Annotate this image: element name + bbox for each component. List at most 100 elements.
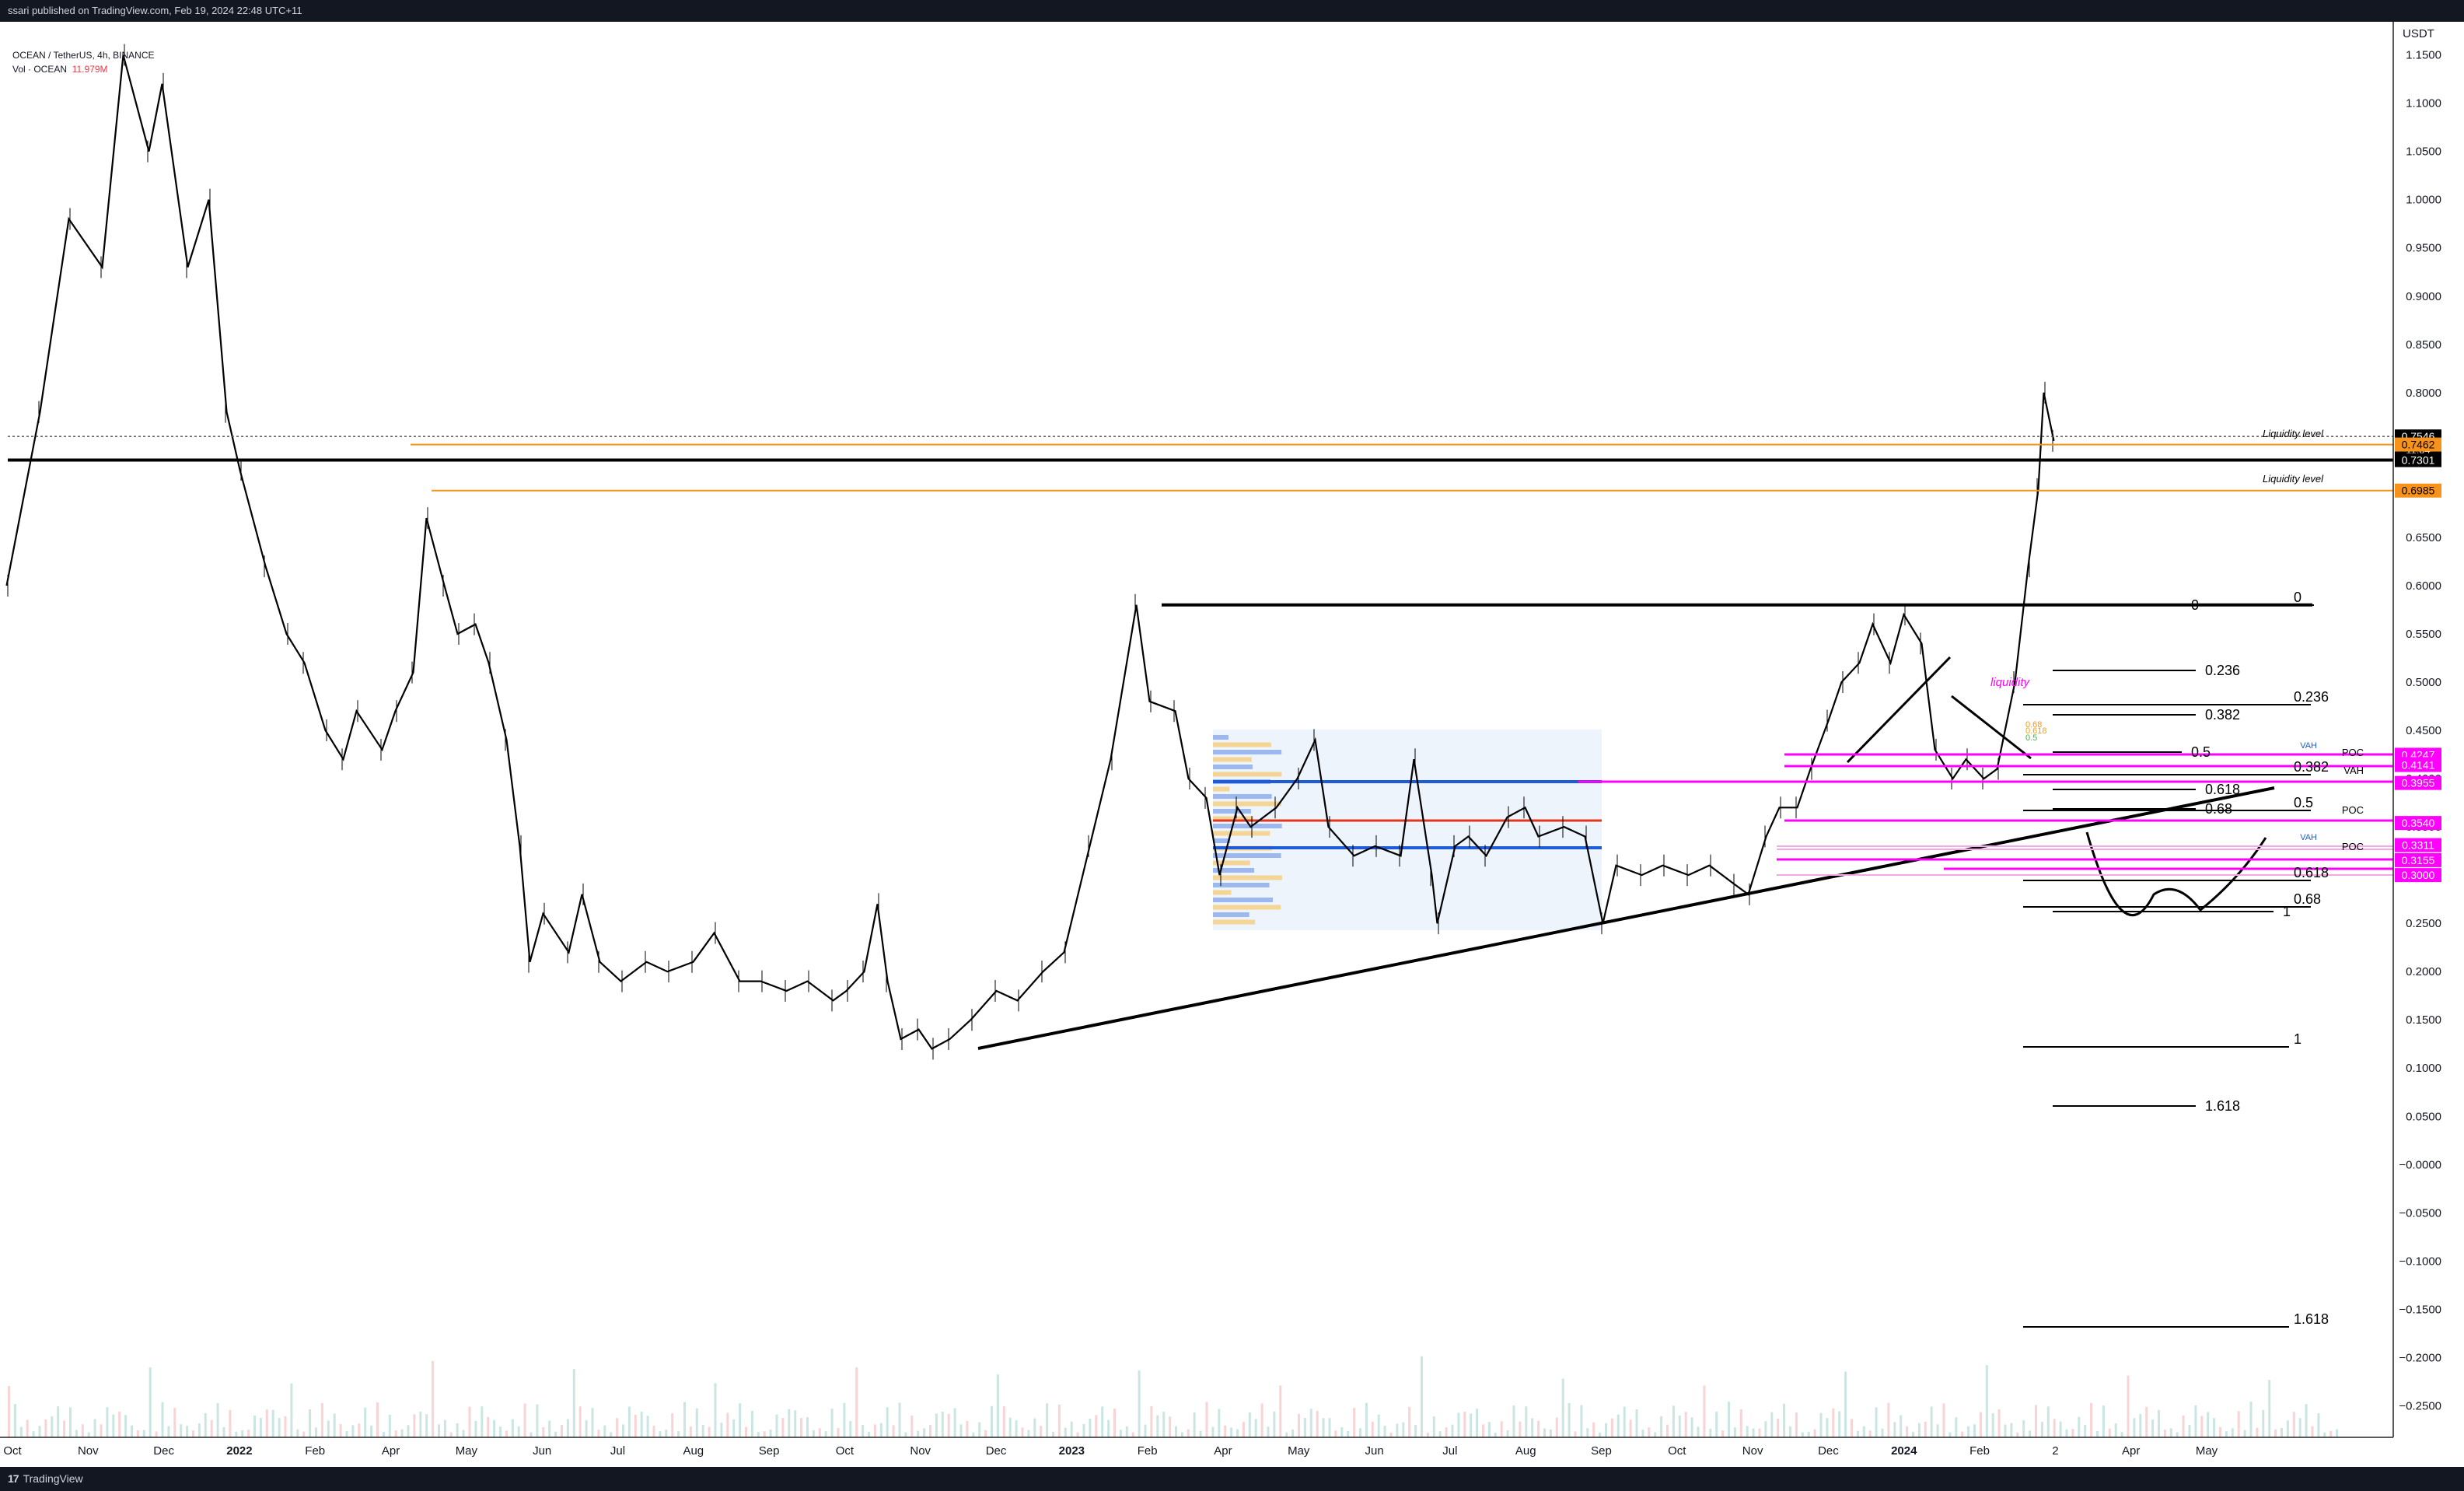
volume-bar [2281, 1427, 2283, 1437]
volume-bar [2035, 1405, 2037, 1437]
volume-bar [984, 1430, 987, 1437]
volume-bar [591, 1408, 594, 1437]
volume-bar [413, 1414, 416, 1437]
volume-bar [910, 1416, 914, 1437]
volume-bar [1746, 1426, 1749, 1437]
volume-bar [671, 1412, 674, 1437]
volume-bar [511, 1419, 514, 1437]
fib-label: 1.618 [2294, 1311, 2329, 1327]
volume-bar [309, 1409, 312, 1437]
volume-bar [81, 1424, 84, 1437]
volume-bar [1242, 1422, 1245, 1437]
price-marker [2395, 437, 2441, 452]
volume-bar [1169, 1416, 1172, 1437]
y-tick-label: 1.1000 [2406, 97, 2441, 110]
volume-bar [561, 1425, 563, 1437]
volume-bar [1758, 1428, 1761, 1437]
y-tick-label: 0.8000 [2406, 387, 2441, 400]
volume-bar [1303, 1418, 1306, 1437]
volume-bar [923, 1428, 926, 1437]
volume-bar [769, 1430, 772, 1437]
volume-bar [1599, 1432, 1602, 1437]
y-tick-label: 0.4500 [2406, 724, 2441, 737]
volume-bar [2133, 1418, 2136, 1437]
volume-bar [996, 1374, 999, 1437]
y-tick-label: 0.2500 [2406, 917, 2441, 930]
fib-label: 1 [2283, 904, 2291, 919]
x-tick-label: Sep [1591, 1444, 1612, 1458]
volume-bar [517, 1426, 520, 1437]
volume-bar [499, 1426, 502, 1437]
tradingview-logo[interactable]: 17 TradingView [8, 1467, 83, 1491]
volume-bar [739, 1403, 742, 1437]
x-tick-label: Feb [305, 1444, 325, 1458]
volume-bar [394, 1430, 397, 1437]
volume-bar [1027, 1430, 1030, 1437]
y-tick-label: −0.1000 [2399, 1255, 2441, 1268]
symbol-label: OCEAN / TetherUS, 4h, BINANCE [12, 50, 155, 61]
volume-bar [812, 1430, 815, 1437]
volume-bar [407, 1425, 410, 1437]
x-tick-label: 2024 [1891, 1444, 1917, 1458]
volume-bar [1997, 1409, 2001, 1437]
footer-bar: 17 TradingView [0, 1467, 2464, 1491]
projection-curve [2085, 831, 2267, 917]
volume-bar [75, 1430, 78, 1437]
volume-bar [1015, 1420, 1018, 1437]
volume-bar [837, 1427, 840, 1437]
volume-bar [1868, 1430, 1872, 1437]
volume-bar [1396, 1423, 1399, 1437]
chart-area[interactable]: 0 0.236 0.382 0.5 0.618 0.68 1 1.618 0 0.236 0.382… [0, 22, 2464, 1467]
volume-bar [2262, 1409, 2265, 1437]
volume-bar [1298, 1413, 1300, 1437]
volume-bar [548, 1420, 551, 1437]
profile-bar [1213, 838, 1231, 843]
volume-bar [1371, 1421, 1374, 1437]
volume-bar [1961, 1431, 1964, 1437]
volume-bar [302, 1431, 306, 1437]
volume-bar [2329, 1430, 2333, 1437]
volume-bar [665, 1430, 668, 1437]
volume-label: Vol · OCEAN [12, 64, 68, 75]
profile-bar [1213, 735, 1229, 740]
volume-bar [959, 1424, 963, 1437]
profile-bar [1213, 831, 1270, 836]
volume-bar [155, 1431, 158, 1437]
volume-bar [2078, 1416, 2081, 1437]
volume-bar [1432, 1416, 1435, 1437]
price-chart[interactable]: 00.2360.3820.50.6180.6811.61800.2360.382… [0, 22, 2464, 1467]
y-tick-label: −0.2000 [2399, 1351, 2441, 1364]
volume-bar [216, 1403, 219, 1437]
volume-bar [1156, 1415, 1159, 1437]
volume-bar [536, 1404, 539, 1437]
volume-bar [1052, 1431, 1054, 1437]
volume-bar [222, 1426, 225, 1437]
y-tick-label: −0.1500 [2399, 1303, 2441, 1316]
volume-bar [1684, 1412, 1687, 1437]
volume-bar [358, 1423, 361, 1437]
volume-bar [646, 1416, 649, 1437]
volume-bar [523, 1403, 526, 1437]
volume-bar [2188, 1424, 2191, 1437]
volume-bar [720, 1423, 723, 1437]
volume-bar [1525, 1406, 1528, 1437]
volume-bar [1887, 1402, 1890, 1437]
profile-bar [1213, 853, 1281, 858]
volume-bar [1979, 1412, 1982, 1437]
volume-bar [1008, 1417, 1012, 1437]
volume-bar [2029, 1430, 2032, 1437]
volume-bar [69, 1407, 72, 1437]
price-marker [2395, 838, 2441, 852]
volume-bar [862, 1425, 865, 1437]
volume-bar [2102, 1405, 2105, 1437]
volume-bar [1138, 1370, 1141, 1437]
poc-label: POC [2342, 747, 2364, 758]
volume-legend: Vol · OCEAN 11.979M [12, 62, 155, 76]
volume-bar [2194, 1405, 2197, 1437]
volume-bar [2219, 1426, 2221, 1437]
volume-bar [1917, 1423, 1921, 1437]
volume-bar [1500, 1421, 1503, 1437]
volume-bar [2053, 1419, 2056, 1437]
volume-bar [1095, 1415, 1098, 1437]
volume-bar [259, 1418, 262, 1437]
